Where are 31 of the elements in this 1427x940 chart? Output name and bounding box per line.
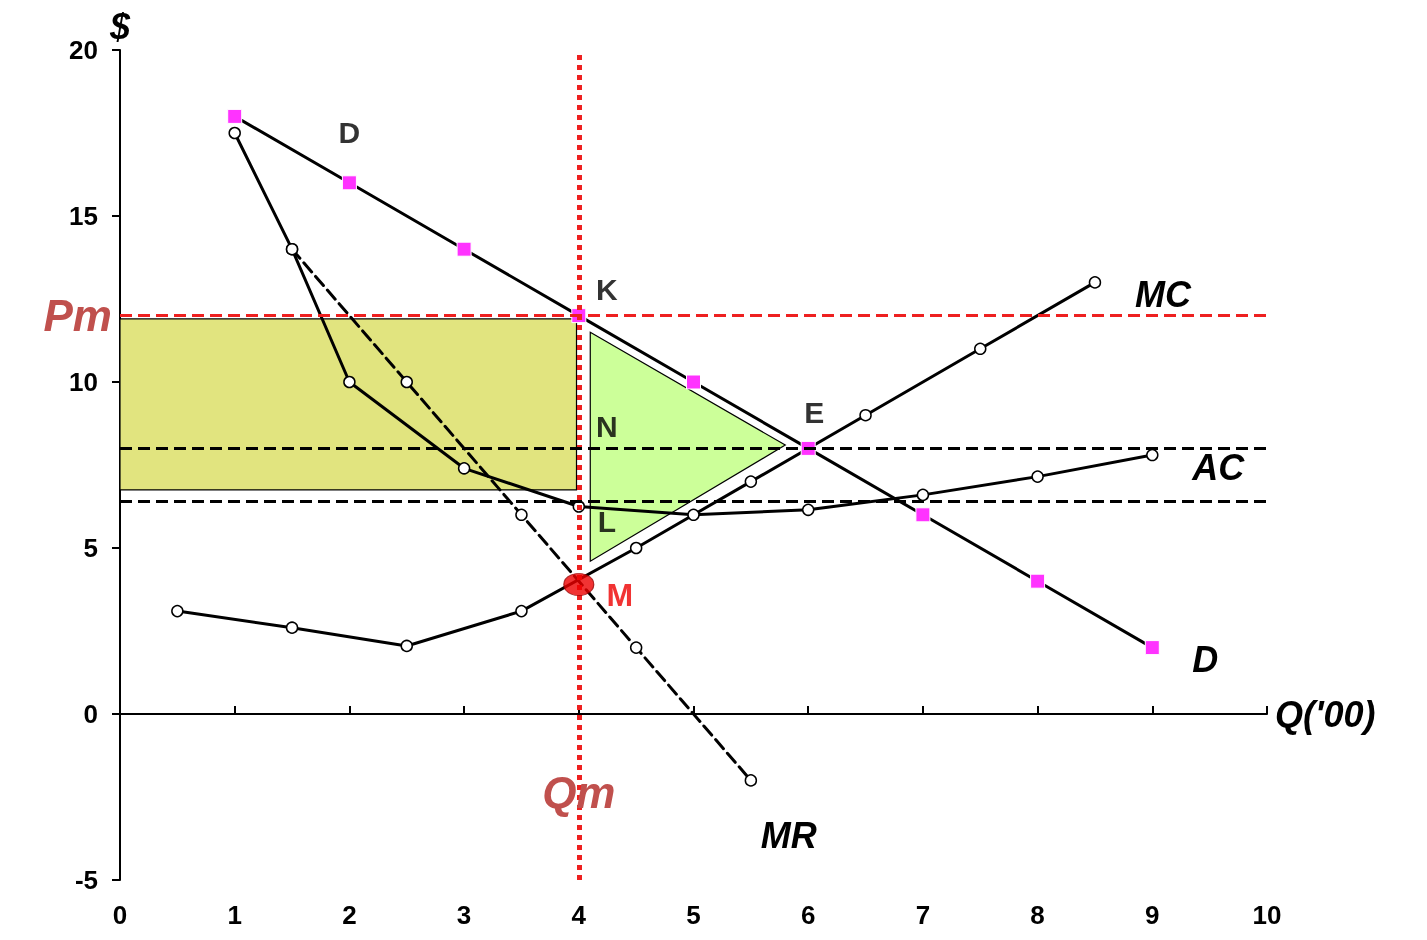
series-label: D (1192, 639, 1219, 681)
ref-line-label: Pm (43, 291, 112, 341)
ref-line-label: Qm (542, 767, 616, 817)
y-tick-label: 15 (69, 201, 98, 231)
x-tick-label: 8 (1030, 900, 1045, 930)
x-tick-label: 3 (456, 900, 472, 930)
x-tick-label: 2 (342, 900, 357, 930)
y-tick-label: 0 (83, 699, 98, 729)
x-axis-title: Q('00) (1275, 693, 1376, 735)
x-tick-label: 9 (1145, 900, 1160, 930)
x-tick-label: 10 (1252, 900, 1282, 930)
y-tick-label: -5 (74, 865, 98, 895)
y-tick-label: 5 (83, 533, 98, 563)
annotation: K (595, 273, 618, 307)
series-label: MR (760, 814, 817, 856)
x-tick-label: 4 (571, 900, 587, 930)
y-axis-title: $ (108, 5, 131, 47)
series-label: M (606, 576, 634, 613)
x-tick-label: 0 (112, 900, 128, 930)
y-tick-label: 10 (69, 367, 98, 397)
series-label: MC (1134, 273, 1192, 315)
annotation: D (338, 116, 361, 150)
annotation: E (804, 395, 825, 429)
annotation: N (595, 409, 618, 443)
x-tick-label: 6 (800, 900, 816, 930)
y-tick-label: 20 (69, 35, 98, 65)
annotation: L (597, 505, 616, 539)
x-tick-label: 1 (227, 900, 242, 930)
x-tick-label: 7 (915, 900, 931, 930)
x-tick-label: 5 (686, 900, 701, 930)
series-label: AC (1191, 446, 1246, 488)
